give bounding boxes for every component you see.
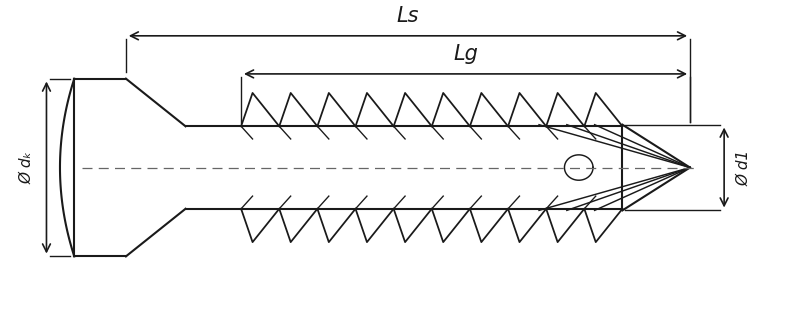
Text: Ø d1: Ø d1 (737, 149, 751, 186)
Text: Lg: Lg (453, 44, 478, 64)
Text: Ls: Ls (397, 6, 419, 26)
Text: Ø dₖ: Ø dₖ (19, 151, 34, 184)
